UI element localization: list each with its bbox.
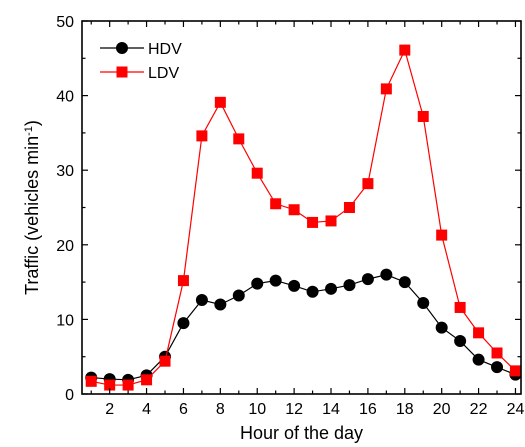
y-tick-label: 20 [56, 238, 74, 255]
x-tick-label: 18 [396, 401, 414, 418]
x-tick-label: 6 [179, 401, 188, 418]
x-tick-label: 14 [322, 401, 340, 418]
data-point-hdv [177, 317, 190, 330]
data-point-ldv [214, 96, 226, 108]
data-point-ldv [325, 215, 337, 227]
data-point-hdv [288, 279, 301, 292]
data-point-ldv [509, 365, 521, 377]
data-point-ldv [454, 301, 466, 313]
data-point-hdv [435, 321, 448, 334]
y-axis-title: Traffic (vehicles min-1) [22, 120, 42, 295]
data-point-ldv [233, 133, 245, 145]
data-point-ldv [417, 110, 429, 122]
data-point-ldv [104, 379, 116, 391]
x-tick-label: 2 [105, 401, 114, 418]
y-axis-title-superscript: -1 [23, 126, 35, 136]
legend-marker-hdv [116, 42, 128, 54]
data-point-hdv [491, 361, 504, 374]
legend-label-ldv: LDV [148, 65, 179, 82]
data-point-hdv [454, 335, 467, 348]
x-tick-label: 8 [216, 401, 225, 418]
x-tick-label: 22 [470, 401, 488, 418]
x-tick-label: 16 [359, 401, 377, 418]
data-point-hdv [251, 277, 264, 290]
data-point-ldv [380, 83, 392, 95]
data-point-hdv [472, 353, 485, 366]
data-point-ldv [307, 216, 319, 228]
y-axis-title-close: ) [22, 120, 42, 126]
data-point-hdv [269, 274, 282, 287]
data-point-hdv [398, 276, 411, 289]
data-point-hdv [232, 289, 245, 302]
data-point-ldv [177, 275, 189, 287]
legend: HDV LDV [100, 41, 182, 82]
x-tick-label: 4 [142, 401, 151, 418]
y-axis-title-main: Traffic (vehicles min [22, 136, 42, 295]
data-point-hdv [214, 298, 227, 311]
x-tick-label: 10 [248, 401, 266, 418]
data-point-ldv [251, 167, 263, 179]
legend-label-hdv: HDV [148, 41, 182, 58]
legend-marker-ldv [116, 66, 128, 78]
data-point-hdv [306, 285, 319, 298]
data-point-ldv [399, 44, 411, 56]
data-point-hdv [417, 296, 430, 309]
data-point-ldv [85, 375, 97, 387]
data-point-ldv [473, 327, 485, 339]
data-point-ldv [159, 355, 171, 367]
data-point-hdv [325, 282, 338, 295]
series-hdv [85, 268, 522, 386]
data-point-ldv [141, 374, 153, 386]
data-point-ldv [196, 130, 208, 142]
y-tick-label: 0 [65, 387, 74, 404]
data-point-ldv [436, 229, 448, 241]
data-point-ldv [122, 379, 134, 391]
x-tick-label: 12 [285, 401, 303, 418]
data-point-hdv [380, 268, 393, 281]
series-layer [85, 44, 522, 391]
series-ldv [85, 44, 521, 391]
data-point-ldv [362, 178, 374, 190]
data-point-ldv [270, 198, 282, 210]
y-tick-label: 50 [56, 14, 74, 31]
data-point-ldv [491, 347, 503, 359]
data-point-hdv [195, 294, 208, 307]
y-tick-label: 10 [56, 312, 74, 329]
series-line-hdv [91, 274, 516, 381]
x-tick-label: 24 [507, 401, 525, 418]
y-tick-label: 40 [56, 89, 74, 106]
data-point-ldv [343, 202, 355, 213]
plot-frame [81, 20, 522, 395]
x-tick-label: 20 [433, 401, 451, 418]
x-axis-title: Hour of the day [240, 423, 363, 443]
data-point-hdv [343, 279, 356, 292]
y-tick-label: 30 [56, 163, 74, 180]
data-point-ldv [288, 204, 300, 216]
data-point-hdv [361, 273, 374, 286]
